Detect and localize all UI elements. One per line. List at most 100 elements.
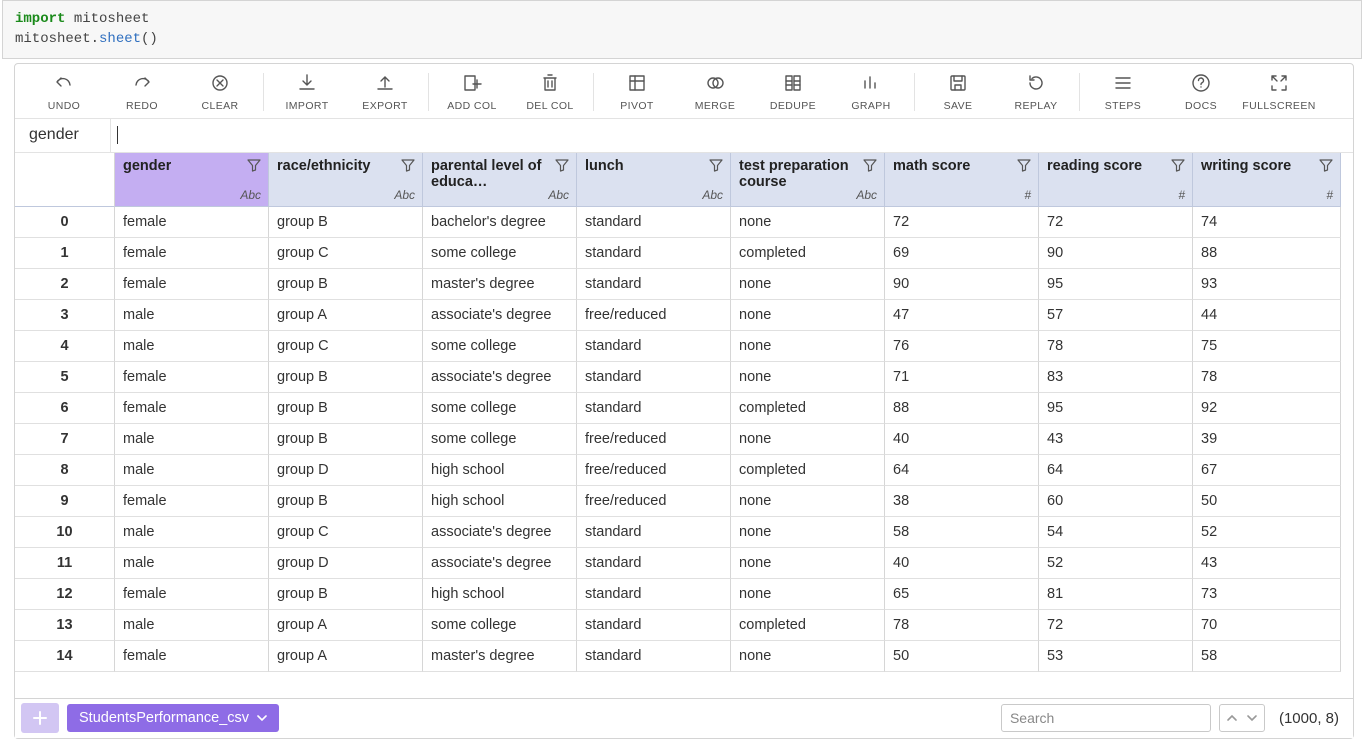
cell[interactable]: 72 [1039, 207, 1193, 238]
column-header[interactable]: writing score# [1193, 153, 1341, 207]
cell[interactable]: master's degree [423, 641, 577, 672]
sheet-tab[interactable]: StudentsPerformance_csv [67, 704, 279, 732]
cell[interactable]: group C [269, 517, 423, 548]
cell[interactable]: male [115, 455, 269, 486]
cell[interactable]: 65 [885, 579, 1039, 610]
cell[interactable]: 52 [1193, 517, 1341, 548]
cell[interactable]: 64 [885, 455, 1039, 486]
cell[interactable]: free/reduced [577, 486, 731, 517]
cell[interactable]: some college [423, 331, 577, 362]
cell[interactable]: 52 [1039, 548, 1193, 579]
row-index[interactable]: 5 [15, 362, 115, 393]
save-button[interactable]: SAVE [919, 72, 997, 112]
row-index[interactable]: 6 [15, 393, 115, 424]
cell[interactable]: free/reduced [577, 424, 731, 455]
cell[interactable]: none [731, 331, 885, 362]
cell[interactable]: standard [577, 641, 731, 672]
add-sheet-button[interactable] [21, 703, 59, 733]
cell[interactable]: 90 [1039, 238, 1193, 269]
cell[interactable]: high school [423, 486, 577, 517]
cell[interactable]: 58 [885, 517, 1039, 548]
redo-button[interactable]: REDO [103, 72, 181, 112]
cell[interactable]: standard [577, 269, 731, 300]
cell[interactable]: male [115, 548, 269, 579]
cell[interactable]: group A [269, 641, 423, 672]
cell[interactable]: 47 [885, 300, 1039, 331]
cell[interactable]: female [115, 362, 269, 393]
graph-button[interactable]: GRAPH [832, 72, 910, 112]
cell[interactable]: associate's degree [423, 517, 577, 548]
row-index[interactable]: 4 [15, 331, 115, 362]
cell[interactable]: 67 [1193, 455, 1341, 486]
cell[interactable]: associate's degree [423, 548, 577, 579]
cell[interactable]: some college [423, 238, 577, 269]
filter-icon[interactable] [1319, 158, 1333, 172]
cell[interactable]: some college [423, 424, 577, 455]
cell[interactable]: standard [577, 548, 731, 579]
search-nav[interactable] [1219, 704, 1265, 732]
cell[interactable]: group C [269, 238, 423, 269]
cell[interactable]: high school [423, 579, 577, 610]
data-grid[interactable]: genderAbcrace/ethnicityAbcparental level… [15, 153, 1353, 672]
cell[interactable]: none [731, 641, 885, 672]
cell[interactable]: 92 [1193, 393, 1341, 424]
cell[interactable]: female [115, 641, 269, 672]
row-index[interactable]: 3 [15, 300, 115, 331]
cell[interactable]: male [115, 424, 269, 455]
cell[interactable]: 54 [1039, 517, 1193, 548]
cell[interactable]: 95 [1039, 269, 1193, 300]
cell[interactable]: 39 [1193, 424, 1341, 455]
dedupe-button[interactable]: DEDUPE [754, 72, 832, 112]
cell[interactable]: female [115, 269, 269, 300]
cell[interactable]: master's degree [423, 269, 577, 300]
filter-icon[interactable] [1171, 158, 1185, 172]
cell[interactable]: standard [577, 393, 731, 424]
cell[interactable]: none [731, 579, 885, 610]
cell[interactable]: 78 [1039, 331, 1193, 362]
undo-button[interactable]: UNDO [25, 72, 103, 112]
cell[interactable]: 75 [1193, 331, 1341, 362]
addcol-button[interactable]: ADD COL [433, 72, 511, 112]
cell[interactable]: 76 [885, 331, 1039, 362]
cell[interactable]: 43 [1193, 548, 1341, 579]
cell[interactable]: 74 [1193, 207, 1341, 238]
chevron-down-icon[interactable] [1246, 712, 1258, 724]
cell[interactable]: high school [423, 455, 577, 486]
row-index[interactable]: 2 [15, 269, 115, 300]
cell[interactable]: 88 [1193, 238, 1341, 269]
column-header[interactable]: parental level of educa…Abc [423, 153, 577, 207]
cell[interactable]: none [731, 207, 885, 238]
cell[interactable]: 73 [1193, 579, 1341, 610]
row-index[interactable]: 11 [15, 548, 115, 579]
cell[interactable]: 58 [1193, 641, 1341, 672]
delcol-button[interactable]: DEL COL [511, 72, 589, 112]
cell[interactable]: none [731, 300, 885, 331]
cell[interactable]: group C [269, 331, 423, 362]
replay-button[interactable]: REPLAY [997, 72, 1075, 112]
fullscreen-button[interactable]: FULLSCREEN [1240, 72, 1318, 112]
filter-icon[interactable] [401, 158, 415, 172]
filter-icon[interactable] [709, 158, 723, 172]
column-header[interactable]: math score# [885, 153, 1039, 207]
steps-button[interactable]: STEPS [1084, 72, 1162, 112]
cell[interactable]: none [731, 548, 885, 579]
cell[interactable]: 40 [885, 548, 1039, 579]
cell[interactable]: none [731, 517, 885, 548]
pivot-button[interactable]: PIVOT [598, 72, 676, 112]
row-index[interactable]: 14 [15, 641, 115, 672]
row-index[interactable]: 0 [15, 207, 115, 238]
cell[interactable]: group B [269, 424, 423, 455]
cell[interactable]: 83 [1039, 362, 1193, 393]
cell[interactable]: associate's degree [423, 362, 577, 393]
cell[interactable]: 88 [885, 393, 1039, 424]
cell[interactable]: completed [731, 455, 885, 486]
row-index[interactable]: 8 [15, 455, 115, 486]
cell[interactable]: completed [731, 610, 885, 641]
cell[interactable]: 90 [885, 269, 1039, 300]
cell[interactable]: 50 [1193, 486, 1341, 517]
cell[interactable]: standard [577, 331, 731, 362]
cell[interactable]: female [115, 486, 269, 517]
filter-icon[interactable] [863, 158, 877, 172]
cell[interactable]: group A [269, 300, 423, 331]
column-header[interactable]: test preparation courseAbc [731, 153, 885, 207]
